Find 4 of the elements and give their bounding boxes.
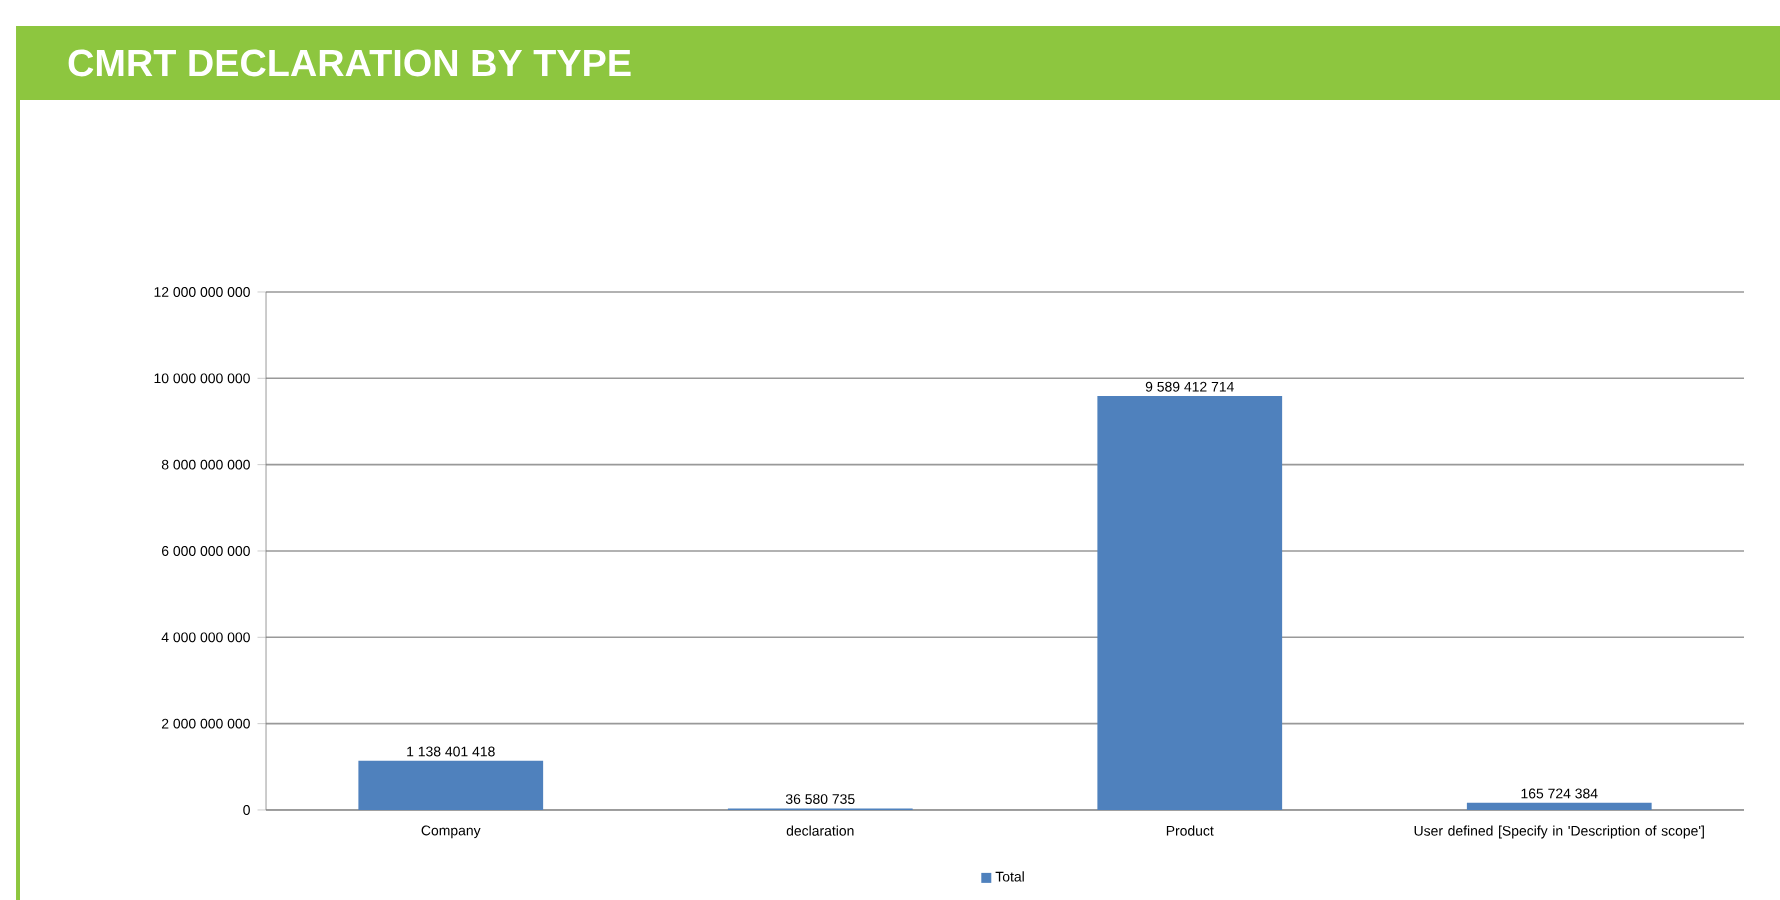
bar [358, 760, 544, 810]
bar [1466, 802, 1652, 810]
chart-title: CMRT DECLARATION BY TYPE [68, 49, 631, 77]
bar [1097, 396, 1283, 810]
